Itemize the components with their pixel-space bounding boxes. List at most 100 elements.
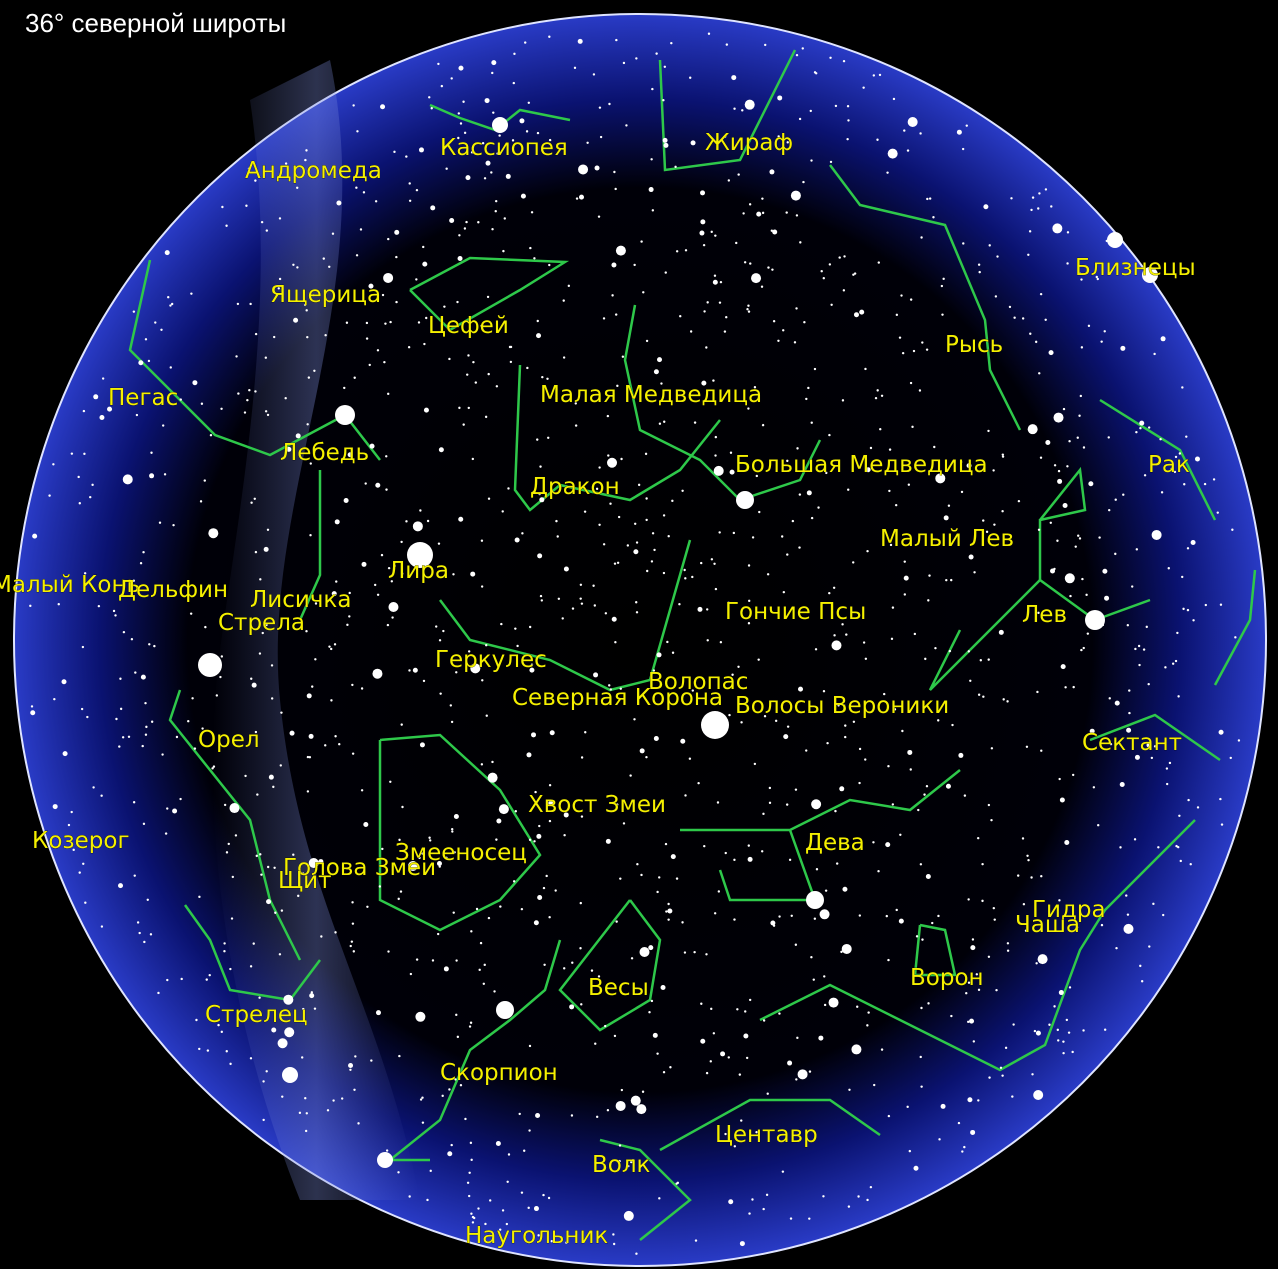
star	[1172, 663, 1174, 665]
star	[244, 775, 246, 777]
star	[1049, 350, 1054, 355]
star	[485, 416, 487, 418]
star	[328, 645, 330, 647]
star	[226, 851, 228, 853]
star	[1066, 1019, 1068, 1021]
star	[374, 584, 376, 586]
star	[537, 132, 539, 134]
star	[296, 187, 298, 189]
star	[631, 957, 633, 959]
star	[468, 407, 470, 409]
star	[387, 624, 389, 626]
star	[1064, 840, 1069, 845]
star	[437, 63, 439, 65]
star	[640, 748, 645, 753]
star	[802, 181, 804, 183]
star	[664, 66, 666, 68]
star	[143, 823, 145, 825]
star	[767, 266, 769, 268]
star	[614, 562, 616, 564]
star	[131, 638, 133, 640]
star	[920, 1056, 922, 1058]
star	[1026, 746, 1028, 748]
star	[1185, 435, 1187, 437]
star	[748, 1212, 750, 1214]
star	[519, 118, 524, 123]
star	[401, 723, 403, 725]
star	[640, 947, 650, 957]
star	[216, 694, 218, 696]
star	[502, 250, 504, 252]
star	[830, 304, 832, 306]
star	[970, 1130, 975, 1135]
star	[468, 1172, 470, 1174]
star	[394, 230, 399, 235]
star	[536, 438, 538, 440]
star	[309, 734, 314, 739]
star	[744, 1010, 746, 1012]
star	[891, 638, 893, 640]
star	[481, 679, 483, 681]
star	[733, 918, 735, 920]
star	[455, 1014, 457, 1016]
star	[824, 1004, 826, 1006]
star	[1219, 730, 1224, 735]
star	[427, 520, 429, 522]
star	[670, 42, 672, 44]
star	[250, 1057, 252, 1059]
star	[781, 535, 783, 537]
star	[1213, 478, 1215, 480]
star	[133, 801, 135, 803]
star	[562, 617, 564, 619]
star	[652, 532, 654, 534]
star	[1152, 903, 1154, 905]
star	[385, 488, 387, 490]
star	[53, 804, 58, 809]
star	[1230, 757, 1232, 759]
star	[1136, 548, 1138, 550]
star	[1045, 188, 1047, 190]
star	[813, 978, 815, 980]
star	[931, 922, 933, 924]
star	[766, 1194, 768, 1196]
star	[987, 430, 989, 432]
star	[825, 889, 827, 891]
star	[160, 329, 162, 331]
star	[1081, 346, 1083, 348]
star	[1187, 799, 1189, 801]
star	[977, 1099, 979, 1101]
star	[305, 1130, 307, 1132]
star	[507, 487, 509, 489]
star	[1108, 436, 1110, 438]
star	[803, 321, 805, 323]
star	[383, 361, 385, 363]
star	[458, 256, 463, 261]
star	[1169, 762, 1171, 764]
star	[1001, 1074, 1003, 1076]
star	[965, 992, 967, 994]
star	[147, 899, 149, 901]
star	[534, 920, 539, 925]
star	[1068, 440, 1070, 442]
star	[569, 1004, 574, 1009]
star	[581, 602, 583, 604]
star	[237, 392, 239, 394]
star	[981, 863, 983, 865]
star	[464, 132, 466, 134]
star	[826, 742, 828, 744]
constellation-label: Орел	[198, 727, 260, 753]
star	[1067, 231, 1069, 233]
star	[52, 463, 54, 465]
star	[452, 573, 454, 575]
star	[502, 510, 504, 512]
star	[743, 1034, 748, 1039]
star	[910, 768, 912, 770]
star	[1187, 609, 1189, 611]
star	[398, 898, 400, 900]
star	[456, 301, 458, 303]
star	[640, 240, 642, 242]
star	[809, 1070, 811, 1072]
star	[900, 294, 902, 296]
star	[651, 88, 653, 90]
star	[379, 885, 381, 887]
